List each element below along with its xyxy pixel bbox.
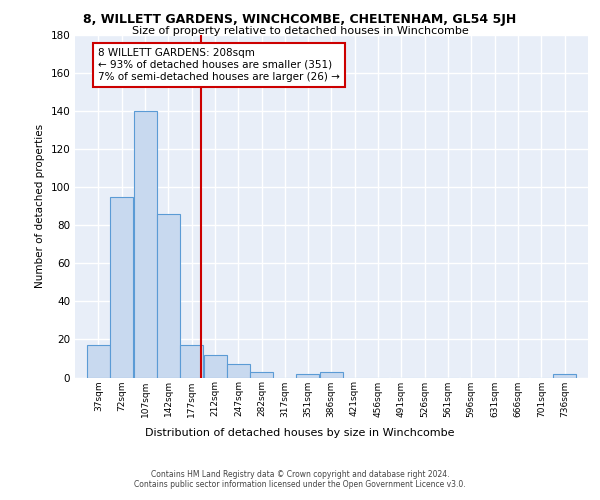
Y-axis label: Number of detached properties: Number of detached properties: [35, 124, 45, 288]
Text: Size of property relative to detached houses in Winchcombe: Size of property relative to detached ho…: [131, 26, 469, 36]
Bar: [320, 372, 343, 378]
Text: 8, WILLETT GARDENS, WINCHCOMBE, CHELTENHAM, GL54 5JH: 8, WILLETT GARDENS, WINCHCOMBE, CHELTENH…: [83, 12, 517, 26]
Bar: [110, 196, 133, 378]
Text: Distribution of detached houses by size in Winchcombe: Distribution of detached houses by size …: [145, 428, 455, 438]
Bar: [250, 372, 273, 378]
Bar: [134, 111, 157, 378]
Text: 8 WILLETT GARDENS: 208sqm
← 93% of detached houses are smaller (351)
7% of semi-: 8 WILLETT GARDENS: 208sqm ← 93% of detac…: [98, 48, 340, 82]
Text: Contains HM Land Registry data © Crown copyright and database right 2024.
Contai: Contains HM Land Registry data © Crown c…: [134, 470, 466, 489]
Bar: [180, 345, 203, 378]
Bar: [553, 374, 576, 378]
Bar: [203, 354, 227, 378]
Bar: [157, 214, 180, 378]
Bar: [296, 374, 319, 378]
Bar: [227, 364, 250, 378]
Bar: [87, 345, 110, 378]
